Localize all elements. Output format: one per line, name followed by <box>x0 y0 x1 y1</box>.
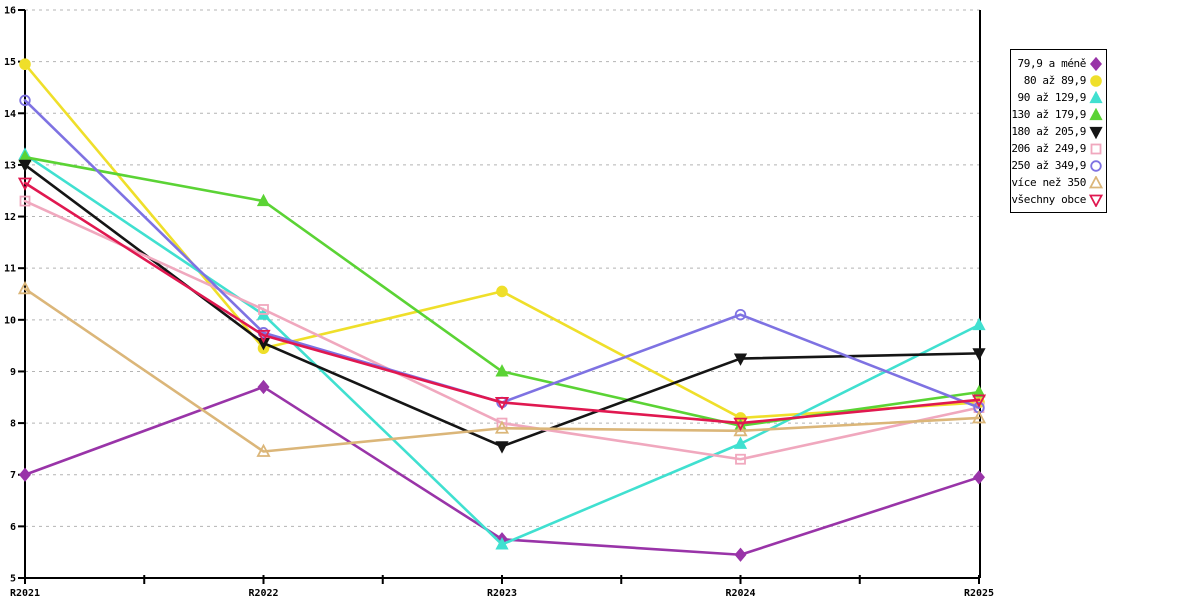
series-7-point-R2021 <box>17 280 33 295</box>
y-tick-label: 13 <box>4 160 16 171</box>
circle-icon <box>1090 74 1102 87</box>
y-tick-label: 16 <box>4 6 16 17</box>
series-1-point-R2023 <box>496 285 508 298</box>
legend-item: 80 až 89,9 <box>1013 72 1103 89</box>
legend-item: 250 až 349,9 <box>1011 157 1103 174</box>
legend-item: 130 až 179,9 <box>1011 106 1103 123</box>
y-tick-label: 14 <box>4 109 16 120</box>
series-5-point-R2022 <box>258 304 269 315</box>
series-2-point-R2024 <box>733 436 748 449</box>
series-8-point-R2025 <box>971 394 987 408</box>
x-tick-label: R2023 <box>487 588 517 599</box>
legend: 79,9 a méně 80 až 89,9 90 až 129,9 130 až 1… <box>1010 49 1107 213</box>
series-3-point-R2023 <box>495 364 509 377</box>
x-tick-label: R2021 <box>10 588 40 599</box>
triangle-up-icon <box>1089 175 1103 188</box>
y-tick-label: 12 <box>4 212 16 223</box>
series-4-point-R2025 <box>972 348 986 361</box>
series-0-point-R2022 <box>257 379 270 395</box>
series-4-point-R2021 <box>18 159 32 173</box>
series-line-4 <box>23 163 981 448</box>
series-3-point-R2025 <box>972 384 986 398</box>
series-7-point-R2023 <box>494 420 510 434</box>
y-tick-label: 7 <box>10 470 16 481</box>
legend-label: 80 až 89,9 <box>1023 74 1087 87</box>
legend-item: více než 350 <box>1011 174 1103 191</box>
legend-item: 79,9 a méně <box>1013 55 1103 72</box>
triangle-down-icon <box>1089 194 1103 207</box>
series-line-6 <box>23 99 981 409</box>
triangle-up-icon <box>1089 107 1103 120</box>
legend-label: 250 až 349,9 <box>1011 159 1086 172</box>
series-6-point-R2024 <box>734 308 747 321</box>
series-8-point-R2021 <box>17 177 33 191</box>
series-4-point-R2024 <box>733 353 748 366</box>
y-tick-label: 5 <box>10 574 16 585</box>
series-line-8 <box>23 181 981 425</box>
x-tick-label: R2022 <box>248 588 278 599</box>
legend-item: 180 až 205,9 <box>1011 123 1103 140</box>
legend-label: 90 až 129,9 <box>1017 91 1087 104</box>
series-5-point-R2021 <box>19 195 31 207</box>
legend-item: 206 až 249,9 <box>1011 140 1103 157</box>
series-6-point-R2021 <box>19 94 31 107</box>
circle-icon <box>1090 159 1102 172</box>
y-tick-label: 10 <box>4 315 16 326</box>
series-2-point-R2023 <box>495 537 509 550</box>
y-tick-label: 11 <box>4 264 16 275</box>
x-tick-label: R2024 <box>725 588 755 599</box>
series-line-7 <box>23 287 981 453</box>
triangle-down-icon <box>1089 126 1103 139</box>
triangle-up-icon <box>1089 90 1103 103</box>
y-tick-label: 8 <box>10 419 16 430</box>
series-8-point-R2024 <box>733 417 748 432</box>
series-7-point-R2025 <box>971 410 987 424</box>
diamond-icon <box>1090 56 1102 71</box>
series-4-point-R2023 <box>495 441 509 454</box>
x-tick-label: R2025 <box>964 588 994 599</box>
series-8-point-R2022 <box>256 329 271 344</box>
legend-label: 130 až 179,9 <box>1011 108 1086 121</box>
series-1-point-R2021 <box>19 58 31 71</box>
series-5-point-R2024 <box>735 453 746 465</box>
y-tick-label: 9 <box>10 367 16 378</box>
series-7-point-R2024 <box>733 422 748 437</box>
legend-label: více než 350 <box>1011 176 1086 189</box>
series-line-2 <box>23 153 981 546</box>
series-8-point-R2023 <box>494 397 510 411</box>
series-0-point-R2024 <box>734 547 747 562</box>
legend-label: 206 až 249,9 <box>1011 142 1086 155</box>
square-icon <box>1090 143 1102 154</box>
legend-label: všechny obce <box>1011 193 1086 206</box>
legend-label: 180 až 205,9 <box>1011 125 1086 138</box>
series-4-point-R2022 <box>256 337 271 351</box>
y-tick-label: 15 <box>4 57 16 68</box>
series-3-point-R2022 <box>256 193 271 207</box>
legend-item: všechny obce <box>1011 191 1103 208</box>
series-0-point-R2025 <box>973 470 985 485</box>
legend-item: 90 až 129,9 <box>1013 89 1103 106</box>
series-2-point-R2025 <box>972 317 986 331</box>
series-7-point-R2022 <box>256 443 271 457</box>
y-tick-label: 6 <box>10 522 16 533</box>
legend-label: 79,9 a méně <box>1017 57 1087 70</box>
series-0-point-R2021 <box>19 467 31 482</box>
